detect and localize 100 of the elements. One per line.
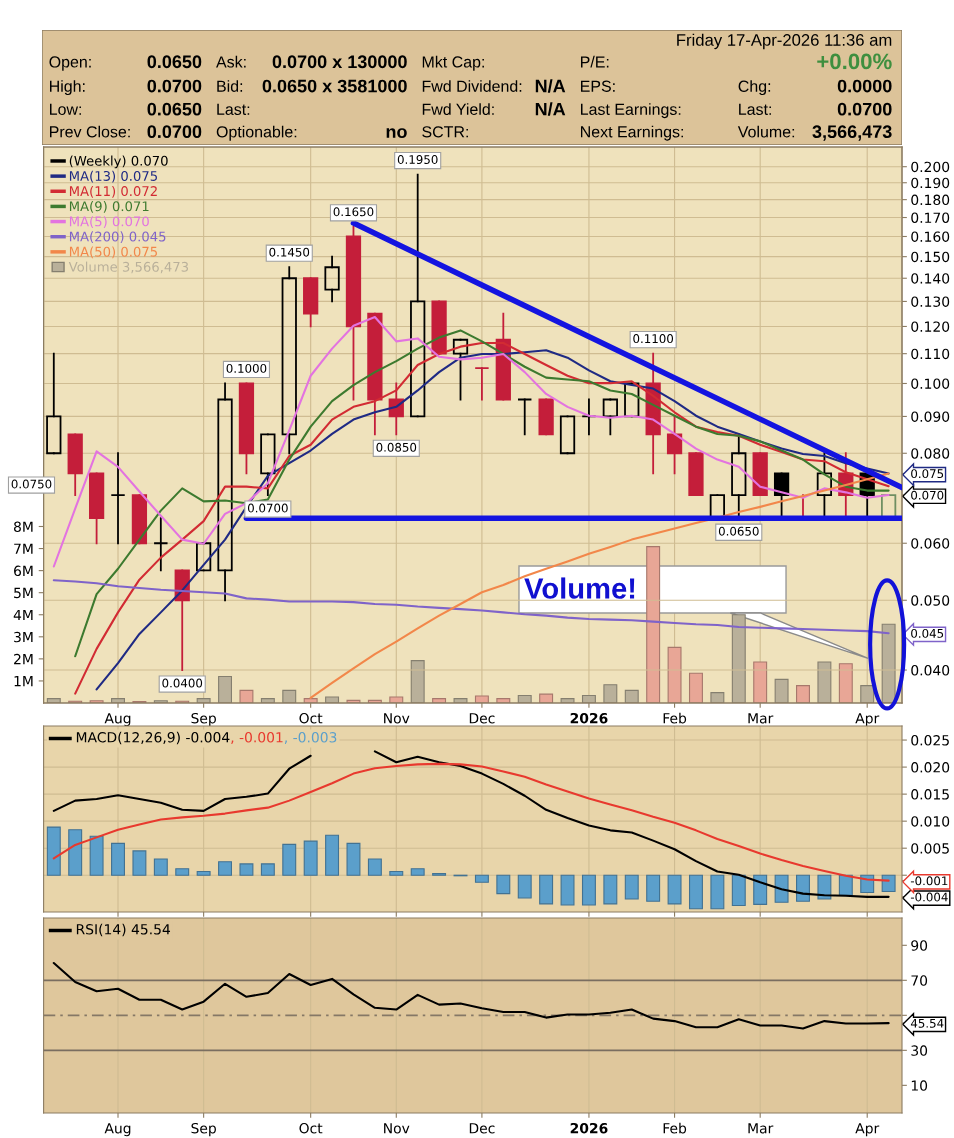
text: 0.0650 x 3581000	[262, 79, 407, 93]
annotation: 0.0650	[718, 526, 759, 536]
text: 0.0700	[837, 102, 892, 116]
text: N/A	[535, 102, 566, 116]
x-tick-label: Sep	[191, 712, 216, 727]
y-tick-label: 0.010	[911, 816, 950, 827]
y-tick-label: 0.160	[911, 231, 950, 242]
text: 0.0700 x 130000	[272, 55, 407, 69]
y-tick-label: 0.200	[911, 161, 950, 173]
y-tick-label: 0.080	[911, 448, 950, 459]
annotation: 0.0750	[11, 479, 52, 489]
y-tick-label: 0.015	[911, 789, 949, 800]
text: , -0.001	[231, 732, 283, 744]
y-tick-label: 0.100	[911, 378, 950, 389]
y-tick-label: -0.004	[910, 892, 948, 902]
x-tick-label: Aug	[104, 713, 131, 727]
text: Next Earnings:	[581, 125, 683, 141]
x-tick-label: Mar	[748, 713, 774, 724]
text: Fwd Dividend:	[422, 80, 522, 92]
text: Last Earnings:	[581, 103, 681, 119]
text: Volume:	[737, 125, 795, 138]
text: Last:	[217, 103, 250, 115]
text: , -0.003	[284, 732, 337, 744]
text: Fwd Yield:	[422, 103, 494, 115]
text: 0.0650	[147, 102, 202, 116]
y2-tick-label: 6M	[14, 565, 33, 577]
y-tick-label: 0.140	[911, 273, 950, 284]
x-tick-label: Aug	[104, 1123, 131, 1137]
x-tick-label: Dec	[469, 713, 495, 724]
text: Low:	[50, 103, 81, 115]
x-tick-label: Oct	[299, 712, 323, 724]
text: Last:	[739, 103, 771, 115]
y-tick-label: 0.005	[911, 843, 949, 854]
y-tick-label: 0.040	[911, 665, 950, 676]
x-tick-label: Oct	[299, 1122, 323, 1134]
y-tick-label: 0.060	[911, 538, 950, 549]
annotation: 0.0400	[162, 678, 203, 688]
annotation: 0.1950	[397, 155, 438, 164]
x-tick-label: Apr	[855, 713, 880, 727]
y-tick-label: 0.070	[911, 490, 944, 500]
x-tick-label: 2026	[570, 712, 608, 724]
text: 0.0650	[147, 55, 202, 69]
y2-tick-label: 5M	[14, 587, 33, 599]
annotation: 0.0700	[247, 503, 288, 513]
text: Open:	[49, 56, 91, 71]
legend-label: RSI(14) 45.54	[76, 923, 171, 937]
text: High:	[50, 80, 85, 96]
text: Bid:	[217, 80, 243, 92]
legend-label: MACD(12,26,9) -0.004	[76, 731, 230, 745]
text: Chg:	[738, 80, 771, 96]
annotation: 0.1100	[633, 334, 674, 344]
text: Ask:	[216, 55, 246, 68]
y-tick-label: -0.001	[910, 876, 948, 886]
y-tick-label: 0.150	[911, 251, 950, 263]
text: EPS:	[581, 80, 615, 92]
x-tick-label: Sep	[191, 1122, 216, 1137]
text: Optionable:	[216, 125, 297, 141]
text: P/E:	[581, 55, 609, 68]
y-tick-label: 0.110	[911, 348, 950, 360]
y-tick-label: 0.170	[911, 212, 950, 223]
text: no	[386, 128, 407, 139]
y2-tick-label: 1M	[14, 676, 33, 687]
annotation: 0.1650	[333, 207, 374, 217]
legend-label: MA(5) 0.070	[69, 216, 149, 228]
annotation: 0.0850	[376, 442, 417, 452]
text: 3,566,473	[812, 125, 892, 141]
y-tick-label: 0.180	[911, 194, 950, 206]
y-tick-label: 10	[911, 1080, 928, 1091]
x-tick-label: Mar	[748, 1123, 774, 1134]
y-tick-label: 0.020	[911, 762, 950, 773]
text: 0.0700	[147, 125, 202, 139]
text: 0.0700	[147, 79, 202, 93]
text: Prev Close:	[50, 125, 130, 138]
x-tick-label: Nov	[384, 713, 410, 724]
y-tick-label: 0.050	[911, 595, 950, 606]
text: SCTR:	[422, 126, 468, 138]
y-tick-label: 0.190	[911, 177, 950, 189]
y-tick-label: 0.130	[911, 296, 950, 307]
x-tick-label: Feb	[663, 1122, 687, 1134]
legend-label: MA(200) 0.045	[69, 231, 166, 244]
y2-tick-label: 3M	[14, 631, 33, 643]
annotation: 0.1000	[226, 363, 267, 373]
text: N/A	[535, 79, 566, 93]
x-tick-label: Dec	[469, 1123, 495, 1134]
text: 0.0000	[837, 79, 892, 93]
x-tick-label: Feb	[663, 712, 687, 724]
legend-label: MA(9) 0.071	[69, 201, 149, 213]
y-tick-label: 0.075	[911, 469, 944, 479]
legend-label: MA(13) 0.075	[69, 170, 157, 183]
x-tick-label: Apr	[855, 1123, 880, 1137]
y-tick-label: 70	[911, 975, 928, 986]
text: Friday 17-Apr-2026 11:36 am	[677, 33, 892, 50]
y2-tick-label: 7M	[14, 543, 33, 554]
y-tick-label: 0.025	[911, 735, 949, 746]
text: Mkt Cap:	[422, 55, 484, 71]
annotation: Volume!	[524, 577, 635, 599]
y-tick-label: 45.54	[910, 1019, 944, 1028]
annotation: 0.1450	[269, 247, 310, 257]
legend-label: MA(50) 0.075	[69, 246, 157, 259]
y-tick-label: 0.120	[911, 321, 950, 332]
